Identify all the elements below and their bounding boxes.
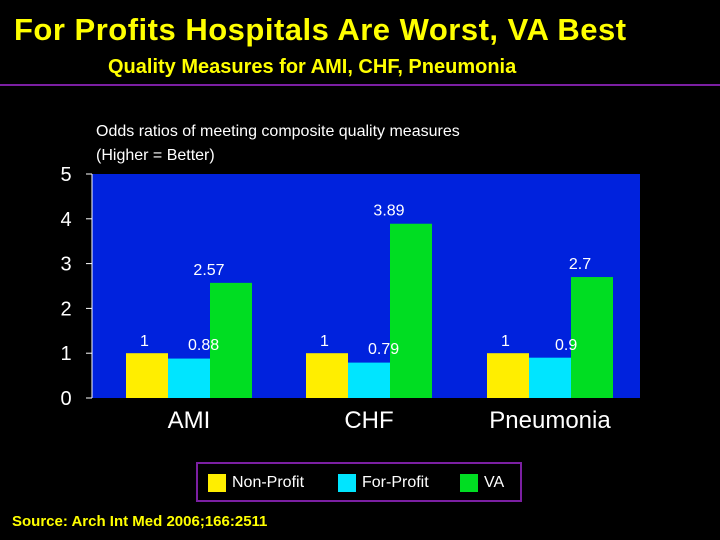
title-divider [0,84,720,86]
chart-legend: Non-Profit For-Profit VA [196,462,522,502]
bar-pneumonia-non-profit [487,353,529,398]
data-label-ami-va: 2.57 [193,262,224,279]
slide-subtitle: Quality Measures for AMI, CHF, Pneumonia [108,56,517,78]
y-tick-label: 0 [60,388,71,410]
data-label-chf-for-profit: 0.79 [368,341,399,358]
y-tick-label: 4 [60,209,71,231]
category-label-pneumonia: Pneumonia [489,407,611,434]
y-tick-label: 3 [60,254,71,276]
legend-label-non-profit: Non-Profit [232,474,305,491]
bar-ami-for-profit [168,358,210,398]
bar-pneumonia-for-profit [529,357,571,398]
data-label-pneumonia-va: 2.7 [569,256,591,273]
legend-label-va: VA [484,474,505,491]
bar-chf-non-profit [306,353,348,398]
bar-ami-non-profit [126,353,168,398]
slide-title: For Profits Hospitals Are Worst, VA Best [14,12,627,47]
y-tick-label: 2 [60,298,71,320]
legend-item-va: VA [460,473,504,493]
data-label-chf-va: 3.89 [373,203,404,220]
bar-pneumonia-va [571,277,613,398]
legend-swatch-for-profit [338,474,356,492]
y-tick-label: 5 [60,164,71,186]
legend-swatch-va [460,474,478,492]
legend-item-non-profit: Non-Profit [208,473,304,493]
legend-label-for-profit: For-Profit [362,474,429,491]
data-label-pneumonia-for-profit: 0.9 [555,337,577,354]
data-label-pneumonia-non-profit: 1 [501,333,510,350]
y-tick-label: 1 [60,343,71,365]
data-label-ami-for-profit: 0.88 [188,337,219,354]
category-label-ami: AMI [168,407,211,434]
source-citation: Source: Arch Int Med 2006;166:2511 [12,513,268,530]
data-label-chf-non-profit: 1 [320,333,329,350]
data-label-ami-non-profit: 1 [140,333,149,350]
bar-chf-for-profit [348,362,390,398]
bar-chf-va [390,223,432,398]
chart-title-line-2: (Higher = Better) [96,147,215,164]
chart-title-line-1: Odds ratios of meeting composite quality… [96,123,460,140]
legend-item-for-profit: For-Profit [338,473,429,493]
legend-swatch-non-profit [208,474,226,492]
category-label-chf: CHF [344,407,393,434]
bar-ami-va [210,282,252,398]
